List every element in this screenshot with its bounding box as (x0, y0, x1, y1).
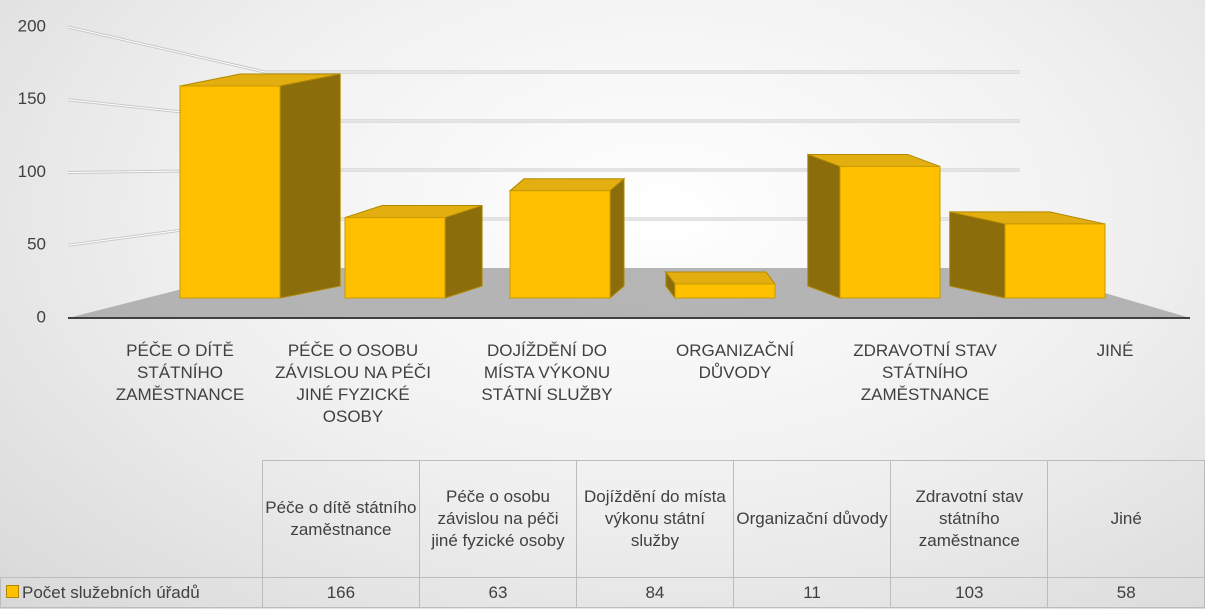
bar (949, 211, 1106, 299)
x-tick-label: PÉČE O OSOBU ZÁVISLOU NA PÉČI JINÉ FYZIC… (275, 341, 431, 426)
bar-side (444, 204, 483, 299)
bar-side (279, 73, 341, 299)
table-header: Jiné (1047, 460, 1205, 578)
grid-line (67, 26, 1020, 73)
table-header: Péče o osobu závislou na péči jiné fyzic… (419, 460, 577, 578)
table-header: Péče o dítě státního zaměstnance (261, 460, 421, 578)
legend-label: Počet služebních úřadů (22, 582, 200, 602)
bar (807, 153, 941, 299)
bar-front (674, 283, 776, 299)
y-tick-label: 200 (18, 16, 46, 35)
bar-side (807, 153, 841, 299)
table-header: Zdravotní stav státního zaměstnance (890, 460, 1049, 578)
legend-cell: Počet služebních úřadů (0, 577, 263, 608)
plot: 0 50 100 150 200 (18, 16, 1190, 326)
bar-side (609, 177, 625, 300)
bar-front (1004, 223, 1106, 299)
table-value: 63 (419, 577, 577, 608)
bar-front (179, 85, 281, 299)
y-tick-label: 0 (37, 307, 46, 326)
table-value: 58 (1047, 577, 1205, 608)
x-tick-label: JINÉ (1096, 341, 1134, 360)
bar-front (344, 217, 446, 299)
bar-side (949, 211, 1006, 299)
table-value: 11 (732, 577, 892, 608)
x-tick-label: DOJÍŽDĚNÍ DO MÍSTA VÝKONU STÁTNÍ SLUŽBY (481, 341, 613, 404)
x-tick-label: ZDRAVOTNÍ STAV STÁTNÍHO ZAMĚSTNANCE (853, 341, 997, 404)
table-header: Dojíždění do místa výkonu státní služby (575, 460, 734, 578)
table-value: 103 (890, 577, 1049, 608)
table-header: Organizační důvody (732, 460, 892, 578)
bar (344, 204, 483, 299)
table-value: 166 (261, 577, 421, 608)
bar-top (664, 271, 777, 285)
data-table: Péče o dítě státního zaměstnance Péče o o… (0, 460, 1205, 608)
bar-top (508, 178, 626, 192)
y-tick-label: 50 (27, 235, 46, 254)
bar (179, 73, 341, 299)
bar (664, 270, 777, 300)
empty-cell (1, 461, 263, 578)
x-tick-label: PÉČE O DÍTĚ STÁTNÍHO ZAMĚSTNANCE (115, 341, 245, 404)
bar-front (839, 165, 941, 299)
table-value: 84 (575, 577, 734, 608)
y-tick-label: 150 (18, 89, 46, 108)
bar (508, 177, 626, 300)
legend-swatch (6, 584, 19, 598)
y-tick-label: 100 (18, 162, 46, 181)
bar-front (509, 190, 611, 299)
x-tick-label: ORGANIZAČNÍ DŮVODY (675, 341, 795, 382)
grid-line (67, 25, 1020, 74)
